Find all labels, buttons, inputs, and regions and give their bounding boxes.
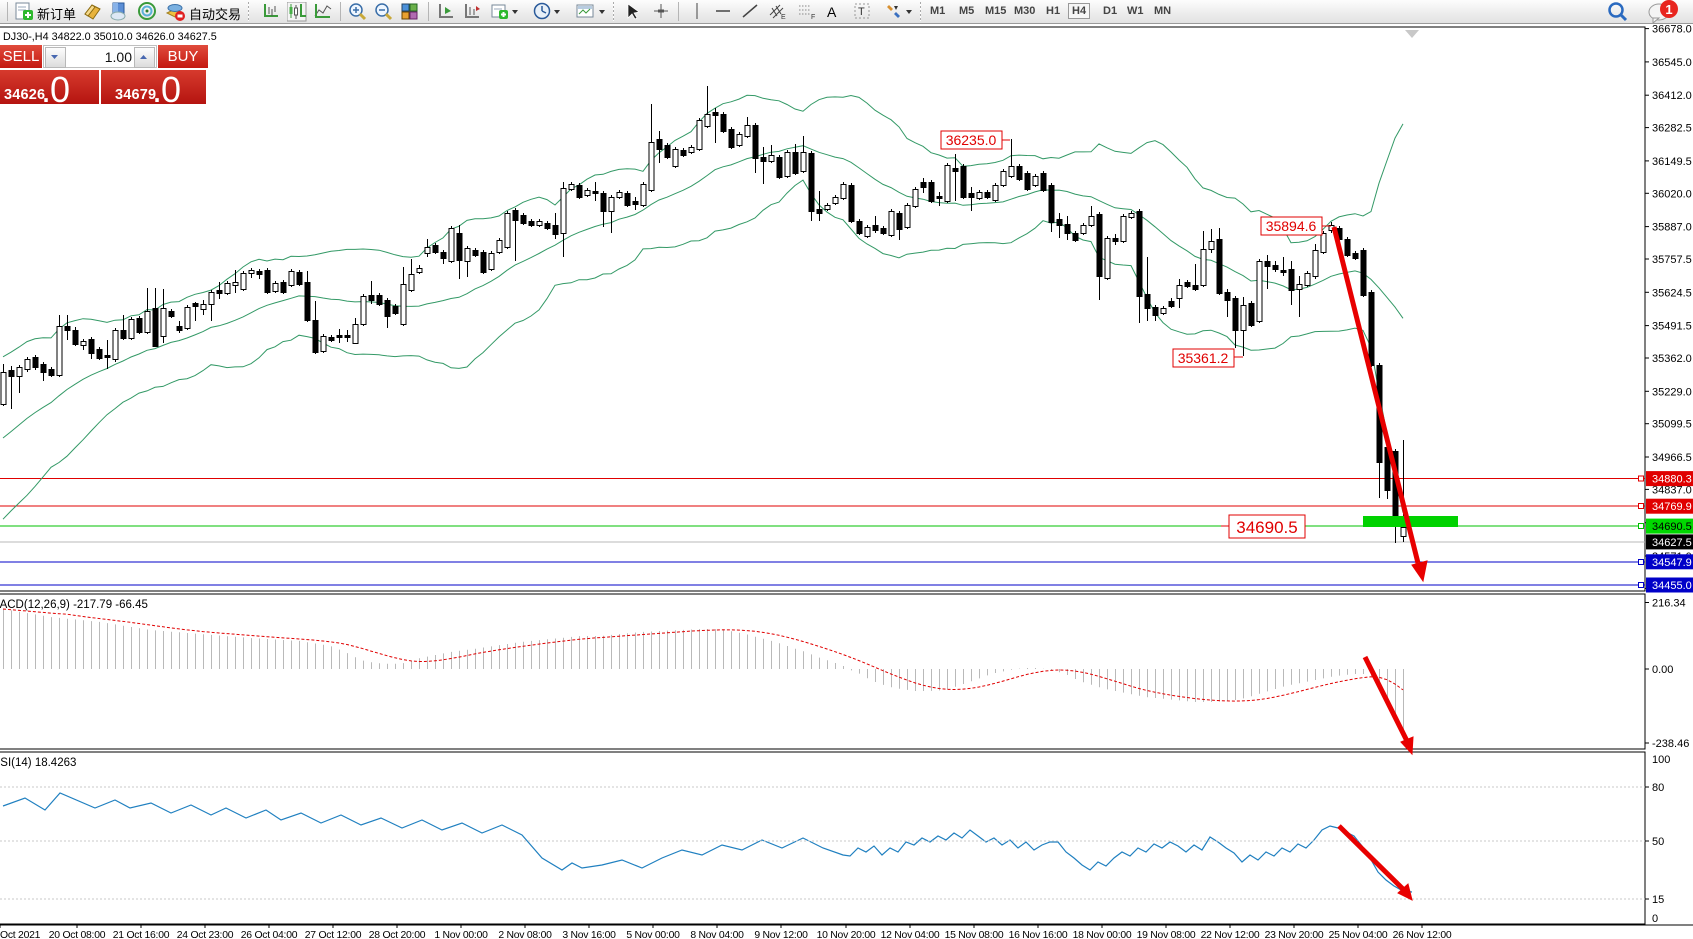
svg-text:18 Nov 00:00: 18 Nov 00:00 [1073, 930, 1132, 939]
svg-text:15: 15 [1652, 894, 1664, 906]
svg-text:21 Oct 16:00: 21 Oct 16:00 [113, 930, 170, 939]
svg-text:26 Oct 04:00: 26 Oct 04:00 [241, 930, 298, 939]
svg-text:36412.0: 36412.0 [1652, 90, 1692, 102]
svg-text:36282.5: 36282.5 [1652, 123, 1692, 135]
svg-text:5 Nov 00:00: 5 Nov 00:00 [626, 930, 680, 939]
svg-text:35361.2: 35361.2 [1178, 350, 1229, 366]
svg-text:34547.9: 34547.9 [1652, 557, 1692, 569]
svg-text:100: 100 [1652, 754, 1670, 766]
svg-text:80: 80 [1652, 782, 1664, 794]
svg-text:16 Nov 16:00: 16 Nov 16:00 [1009, 930, 1068, 939]
svg-text:36020.0: 36020.0 [1652, 188, 1692, 200]
svg-text:34627.5: 34627.5 [1652, 537, 1692, 549]
svg-text:34966.5: 34966.5 [1652, 452, 1692, 464]
svg-text:50: 50 [1652, 836, 1664, 848]
svg-text:34837.0: 34837.0 [1652, 484, 1692, 496]
svg-text:1: 1 [1665, 2, 1672, 17]
svg-text:E: E [781, 14, 786, 21]
svg-text:12 Nov 04:00: 12 Nov 04:00 [881, 930, 940, 939]
svg-text:MACD(12,26,9) -217.79 -66.45: MACD(12,26,9) -217.79 -66.45 [0, 599, 148, 611]
svg-text:35491.5: 35491.5 [1652, 321, 1692, 333]
svg-text:36149.5: 36149.5 [1652, 156, 1692, 168]
svg-text:35362.0: 35362.0 [1652, 353, 1692, 365]
svg-text:35624.5: 35624.5 [1652, 287, 1692, 299]
svg-text:3 Nov 16:00: 3 Nov 16:00 [562, 930, 616, 939]
svg-text:26 Nov 12:00: 26 Nov 12:00 [1393, 930, 1452, 939]
svg-text:9 Nov 12:00: 9 Nov 12:00 [754, 930, 808, 939]
svg-text:10 Nov 20:00: 10 Nov 20:00 [817, 930, 876, 939]
svg-text:8 Nov 04:00: 8 Nov 04:00 [690, 930, 744, 939]
svg-text:36545.0: 36545.0 [1652, 57, 1692, 69]
svg-text:0.00: 0.00 [1652, 664, 1673, 676]
svg-text:36235.0: 36235.0 [946, 132, 997, 148]
svg-text:35894.6: 35894.6 [1266, 218, 1317, 234]
svg-text:216.34: 216.34 [1652, 598, 1686, 610]
svg-text:0: 0 [1652, 913, 1658, 925]
svg-text:T: T [858, 6, 865, 18]
svg-text:34769.9: 34769.9 [1652, 501, 1692, 513]
svg-text:34455.0: 34455.0 [1652, 580, 1692, 592]
svg-text:20 Oct 08:00: 20 Oct 08:00 [49, 930, 106, 939]
svg-text:F: F [811, 14, 815, 21]
svg-text:DJ30-,H4 34822.0 35010.0 3462: DJ30-,H4 34822.0 35010.0 34626.0 34627.5 [3, 31, 217, 43]
svg-text:35229.0: 35229.0 [1652, 386, 1692, 398]
svg-text:15 Nov 08:00: 15 Nov 08:00 [945, 930, 1004, 939]
svg-text:22 Nov 12:00: 22 Nov 12:00 [1201, 930, 1260, 939]
svg-text:34690.5: 34690.5 [1236, 518, 1297, 537]
svg-text:34690.5: 34690.5 [1652, 521, 1692, 533]
svg-text:35757.5: 35757.5 [1652, 254, 1692, 266]
svg-text:19 Nov 08:00: 19 Nov 08:00 [1137, 930, 1196, 939]
svg-text:25 Nov 04:00: 25 Nov 04:00 [1329, 930, 1388, 939]
svg-text:2 Nov 08:00: 2 Nov 08:00 [498, 930, 552, 939]
svg-text:28 Oct 20:00: 28 Oct 20:00 [369, 930, 426, 939]
svg-text:1 Nov 00:00: 1 Nov 00:00 [434, 930, 488, 939]
svg-text:34880.3: 34880.3 [1652, 474, 1692, 486]
svg-text:24 Oct 23:00: 24 Oct 23:00 [177, 930, 234, 939]
svg-text:27 Oct 12:00: 27 Oct 12:00 [305, 930, 362, 939]
svg-text:RSI(14) 18.4263: RSI(14) 18.4263 [0, 757, 76, 769]
svg-text:Oct 2021: Oct 2021 [0, 930, 41, 939]
svg-text:23 Nov 20:00: 23 Nov 20:00 [1265, 930, 1324, 939]
svg-text:35099.5: 35099.5 [1652, 419, 1692, 431]
svg-text:35887.0: 35887.0 [1652, 222, 1692, 234]
svg-text:36678.0: 36678.0 [1652, 24, 1692, 36]
svg-text:-238.46: -238.46 [1652, 738, 1689, 750]
